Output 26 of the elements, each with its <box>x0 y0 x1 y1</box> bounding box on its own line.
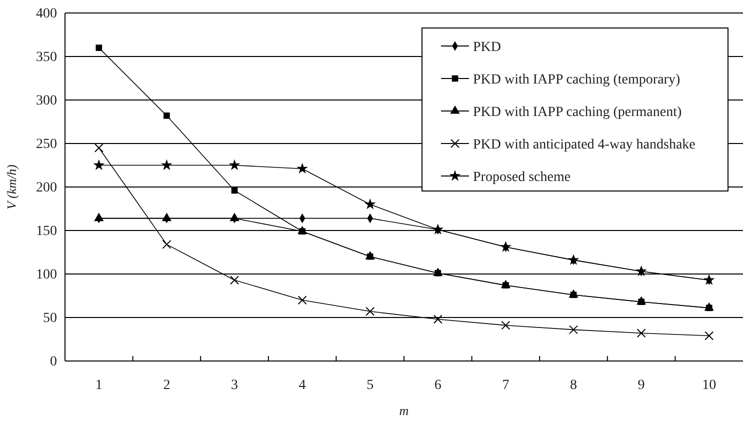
legend-label: PKD with anticipated 4-way handshake <box>473 138 696 152</box>
y-tick-label: 0 <box>50 354 57 370</box>
y-tick-label: 350 <box>36 50 57 65</box>
y-tick-label: 250 <box>36 136 57 152</box>
y-tick-label: 400 <box>36 6 57 22</box>
y-tick-label: 150 <box>36 224 57 239</box>
legend-label: PKD <box>473 40 502 55</box>
x-tick-label: 5 <box>366 378 374 393</box>
x-tick-label: 4 <box>298 378 306 393</box>
y-tick-label: 200 <box>36 180 57 196</box>
y-tick-label: 300 <box>36 93 57 108</box>
x-tick-label: 2 <box>163 378 170 393</box>
legend-label: PKD with IAPP caching (permanent) <box>473 105 682 120</box>
legend-label: Proposed scheme <box>473 170 571 185</box>
y-tick-label: 50 <box>43 310 57 326</box>
x-tick-label: 3 <box>231 378 238 393</box>
y-axis-title: V (km/h) <box>4 164 19 210</box>
x-tick-label: 7 <box>502 378 510 393</box>
y-tick-label: 100 <box>36 267 57 282</box>
x-tick-label: 6 <box>434 378 442 393</box>
x-tick-label: 8 <box>570 378 577 393</box>
x-tick-label: 9 <box>638 378 645 393</box>
legend-label: PKD with IAPP caching (temporary) <box>473 72 680 88</box>
x-axis-title: m <box>399 403 409 418</box>
x-tick-label: 10 <box>702 378 716 393</box>
x-tick-label: 1 <box>95 378 102 393</box>
